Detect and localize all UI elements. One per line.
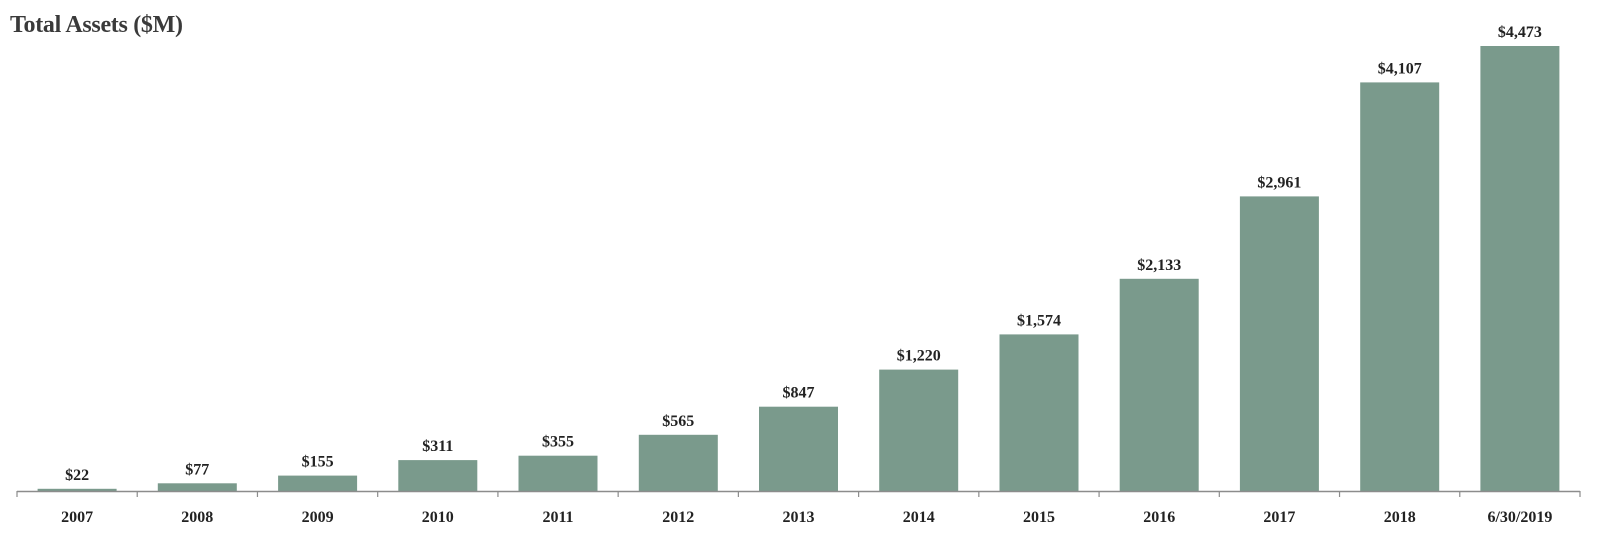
category-label: 2015	[1023, 509, 1055, 526]
bar-2015	[999, 334, 1079, 491]
bar-2018	[1360, 82, 1440, 492]
value-label: $77	[185, 461, 209, 478]
bar-2007	[37, 488, 117, 491]
category-label: 2016	[1143, 509, 1175, 526]
category-label: 2017	[1263, 509, 1295, 526]
value-label: $155	[302, 454, 334, 471]
value-label: $1,574	[1017, 312, 1061, 329]
category-label: 2014	[903, 509, 935, 526]
x-axis	[16, 490, 1581, 497]
chart-title: Total Assets ($M)	[10, 12, 183, 38]
category-label: 2010	[422, 509, 454, 526]
bar-2017	[1239, 196, 1319, 491]
category-label: 2007	[61, 509, 93, 526]
category-label: 2012	[662, 509, 694, 526]
category-label: 6/30/2019	[1487, 509, 1552, 526]
value-label: $565	[662, 413, 694, 430]
category-labels: 2007 2008 2009 2010 2011 2012 2013 2014 2015 2016…	[61, 509, 1552, 526]
bar-2014	[879, 369, 959, 491]
value-label: $4,107	[1378, 60, 1422, 77]
category-label: 2011	[542, 509, 573, 526]
bar-2013	[759, 406, 838, 491]
value-label: $311	[422, 438, 453, 455]
bar-2009	[278, 475, 358, 491]
value-label: $2,133	[1137, 257, 1181, 274]
bar-2010	[398, 460, 478, 491]
category-label: 2018	[1384, 509, 1416, 526]
bar-6-30-2019	[1480, 46, 1560, 491]
value-label: $1,220	[897, 348, 941, 365]
value-label: $355	[542, 434, 574, 451]
bars	[37, 46, 1560, 492]
value-labels: $22 $77 $155 $311 $355 $565 $847 $1,220 $1,574 $2…	[65, 24, 1542, 484]
bar-2012	[638, 434, 718, 491]
bar-2008	[157, 483, 237, 491]
value-label: $847	[783, 385, 815, 402]
bar-2011	[518, 455, 598, 491]
value-label: $2,961	[1257, 174, 1301, 191]
value-label: $4,473	[1498, 24, 1542, 41]
category-label: 2013	[783, 509, 815, 526]
category-label: 2008	[181, 509, 213, 526]
category-label: 2009	[302, 509, 334, 526]
value-label: $22	[65, 467, 89, 484]
bar-2016	[1119, 278, 1199, 491]
